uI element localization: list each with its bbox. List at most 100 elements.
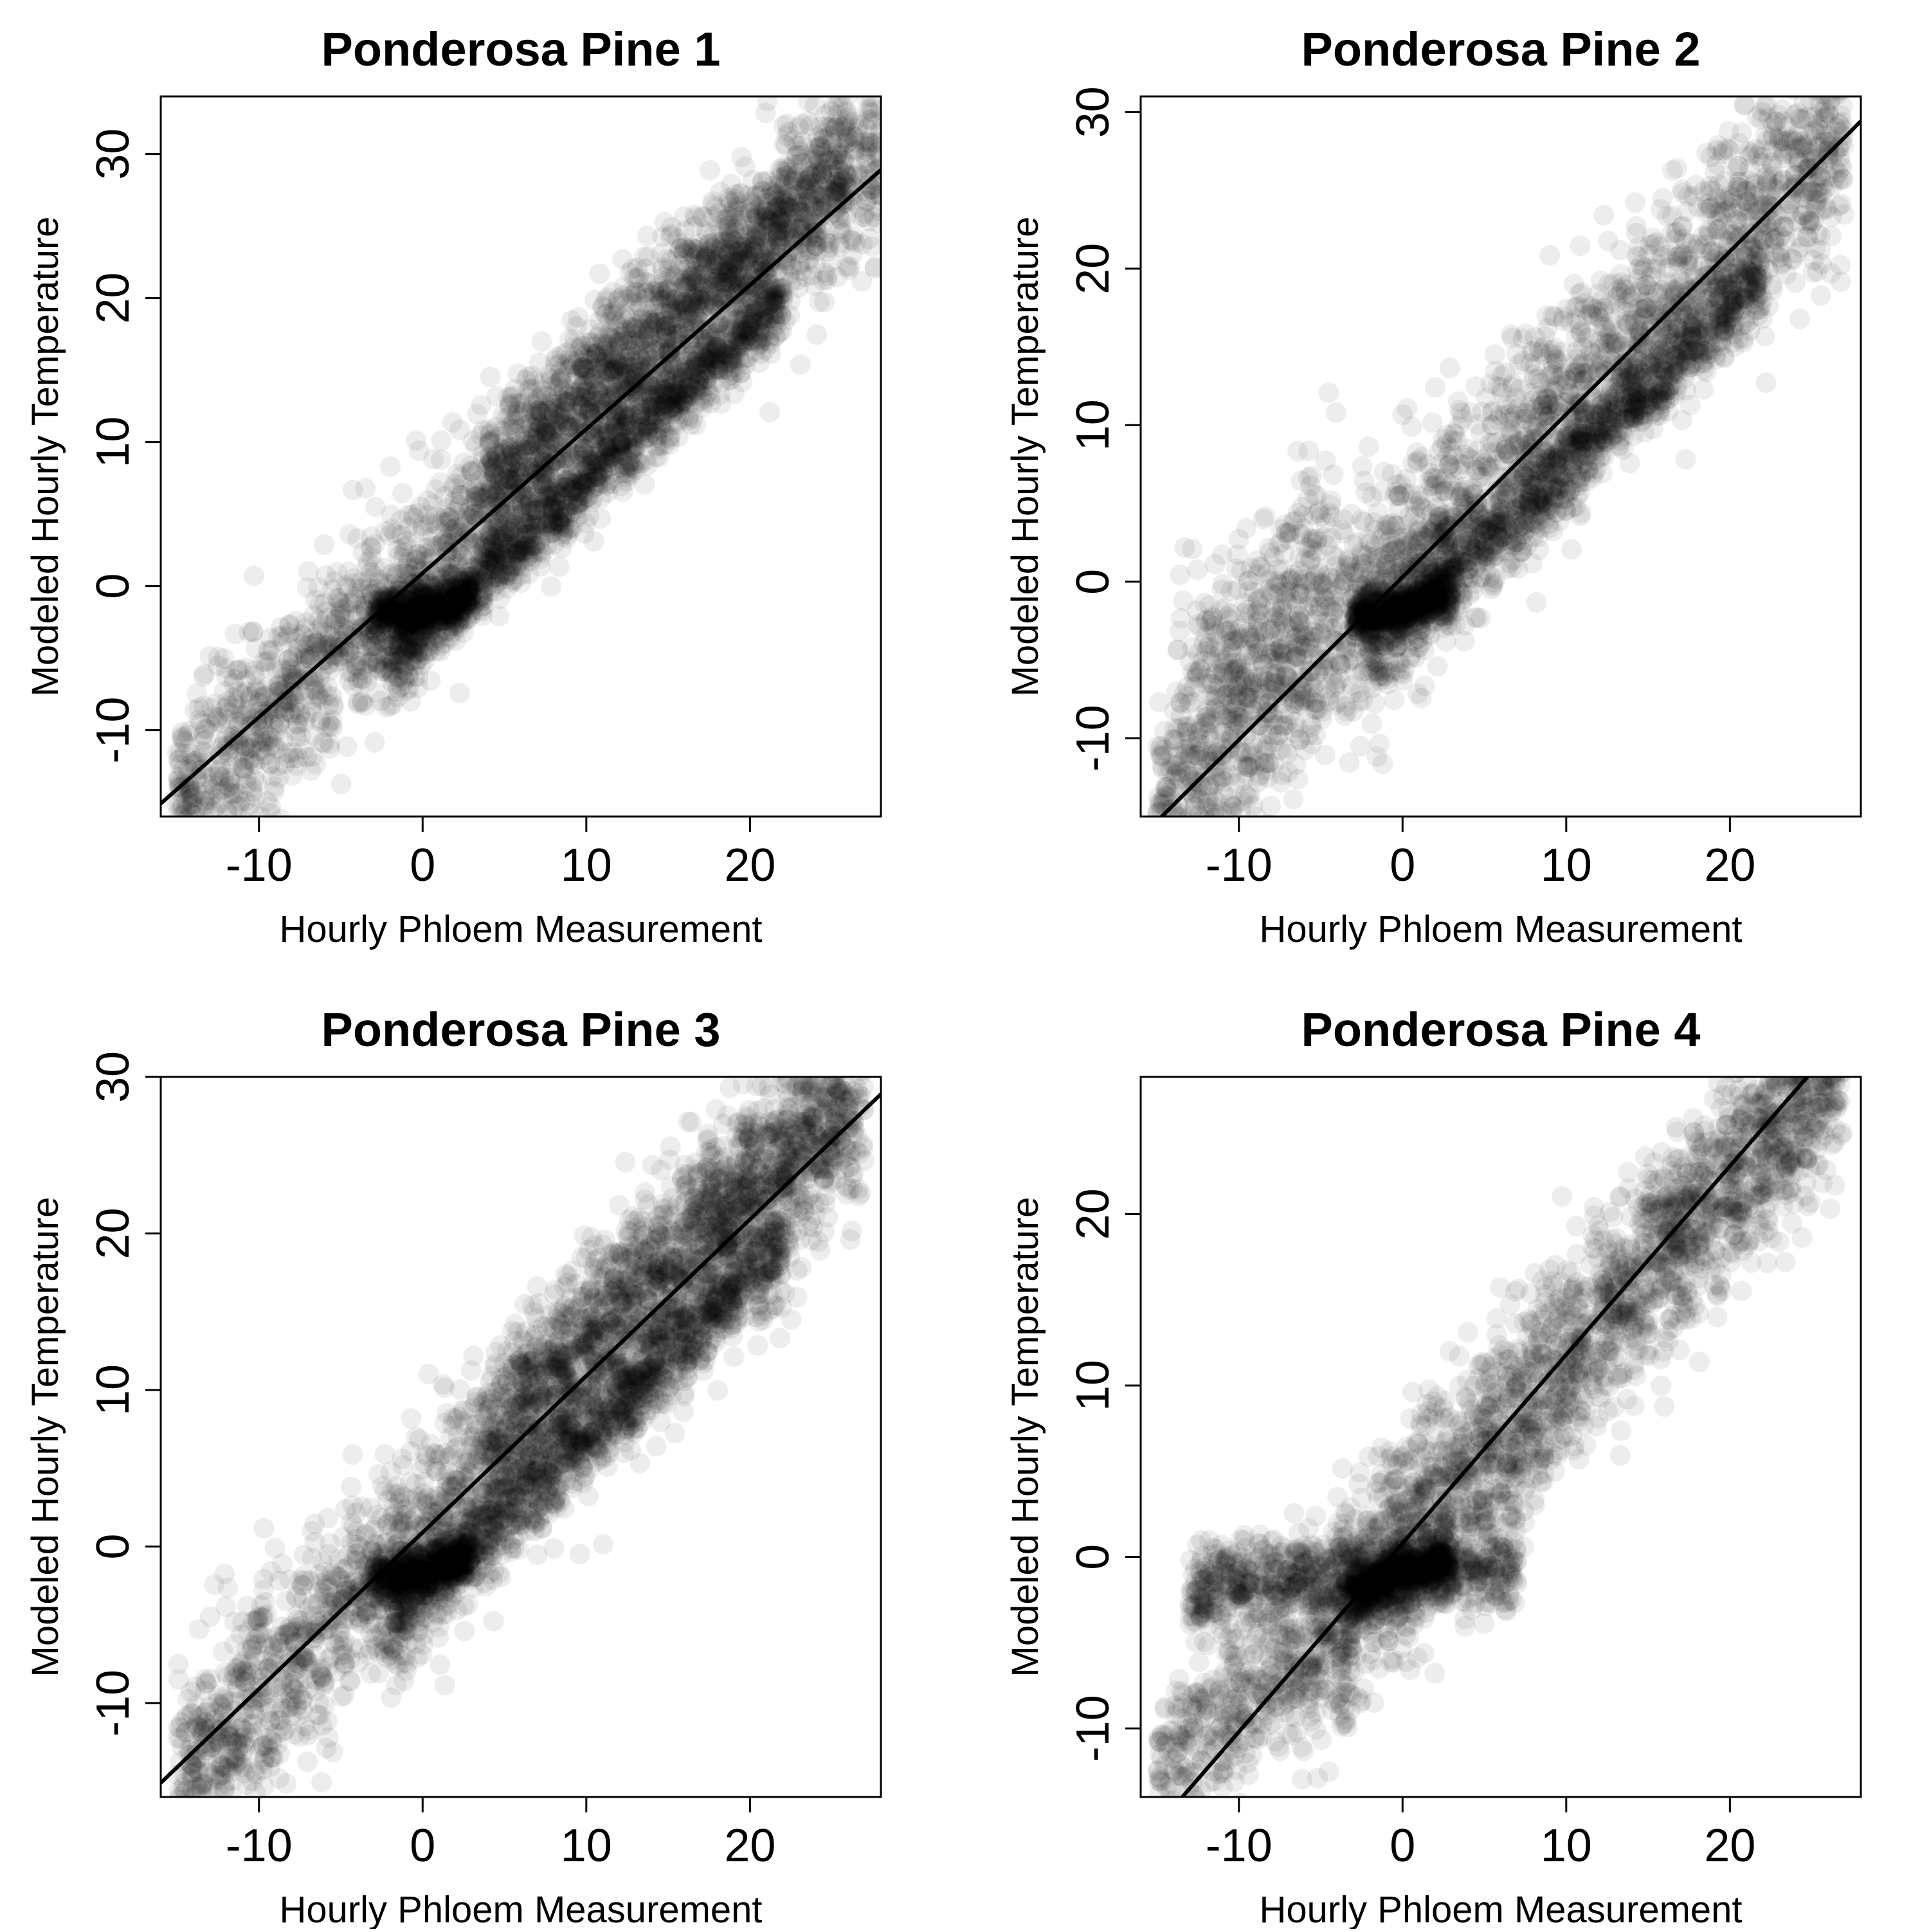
data-point: [664, 312, 685, 334]
data-point: [228, 741, 249, 762]
data-point: [597, 437, 618, 458]
data-point: [752, 181, 773, 202]
data-point: [442, 411, 463, 433]
data-point: [835, 206, 856, 228]
data-point: [396, 680, 417, 701]
data-point: [467, 511, 488, 532]
data-point: [803, 149, 824, 169]
data-point: [526, 405, 547, 426]
data-point: [707, 336, 728, 357]
data-point: [226, 731, 248, 752]
data-point: [203, 801, 224, 817]
data-point: [314, 534, 335, 555]
data-point: [617, 414, 638, 435]
data-point: [668, 373, 689, 394]
data-point: [407, 503, 428, 524]
data-point: [801, 180, 822, 201]
data-point: [653, 311, 673, 332]
data-point: [355, 695, 376, 716]
data-point: [444, 491, 466, 512]
data-point: [622, 425, 644, 446]
data-point: [250, 806, 271, 817]
data-point: [862, 102, 881, 123]
data-point: [215, 698, 236, 719]
data-point: [572, 472, 593, 493]
data-point: [514, 540, 534, 561]
data-point: [613, 276, 635, 298]
data-point: [520, 435, 541, 456]
data-point: [260, 802, 282, 817]
data-point: [404, 523, 425, 544]
data-point: [253, 651, 274, 673]
data-point: [218, 776, 239, 797]
data-point: [217, 709, 239, 730]
data-point: [285, 668, 306, 689]
data-point: [574, 469, 595, 491]
data-point: [386, 619, 408, 640]
data-point: [471, 394, 492, 415]
data-point: [551, 390, 572, 411]
data-point: [392, 483, 413, 504]
data-point: [723, 197, 745, 219]
data-point: [741, 291, 763, 312]
data-point: [543, 482, 564, 503]
data-point: [553, 469, 574, 491]
data-point: [253, 734, 275, 754]
data-point: [201, 832, 221, 853]
data-point: [779, 264, 800, 285]
data-point: [607, 395, 628, 417]
data-point: [723, 208, 744, 229]
data-point: [365, 598, 386, 619]
data-point: [765, 290, 786, 311]
data-point: [593, 422, 615, 442]
data-point: [534, 421, 556, 442]
data-point: [529, 447, 550, 468]
data-point: [179, 784, 199, 806]
data-point: [388, 579, 409, 600]
data-point: [338, 592, 359, 613]
data-point: [666, 386, 687, 407]
data-point: [505, 393, 527, 413]
data-point: [703, 361, 725, 382]
data-point: [334, 651, 355, 672]
data-point: [352, 691, 373, 712]
data-point: [692, 345, 712, 366]
data-point: [364, 732, 385, 753]
data-point: [662, 317, 684, 338]
data-point: [509, 474, 530, 495]
data-point: [612, 414, 633, 435]
data-point: [450, 466, 471, 487]
data-point: [626, 343, 648, 364]
data-point: [302, 695, 323, 716]
data-point: [844, 132, 865, 153]
data-point: [695, 347, 716, 368]
data-point: [693, 273, 714, 294]
data-point: [302, 628, 323, 649]
data-point: [653, 357, 674, 378]
data-point: [685, 272, 706, 293]
data-point: [370, 629, 392, 651]
data-point: [737, 244, 758, 265]
data-point: [557, 386, 577, 408]
data-point: [869, 185, 881, 206]
data-point: [186, 819, 207, 840]
data-point: [346, 592, 367, 613]
data-point: [357, 552, 378, 573]
data-point: [337, 624, 358, 646]
data-point: [524, 446, 545, 467]
data-point: [778, 197, 799, 218]
data-point: [579, 332, 601, 353]
data-point: [870, 118, 881, 140]
data-point: [284, 672, 305, 693]
data-point: [725, 188, 746, 210]
data-point: [329, 606, 350, 627]
data-point: [736, 236, 757, 257]
data-point: [448, 497, 469, 518]
data-point: [391, 624, 412, 644]
data-point: [520, 491, 541, 512]
data-point: [244, 727, 265, 748]
data-point: [612, 326, 633, 347]
data-point: [330, 615, 351, 636]
data-point: [498, 416, 520, 437]
data-point: [253, 725, 275, 746]
